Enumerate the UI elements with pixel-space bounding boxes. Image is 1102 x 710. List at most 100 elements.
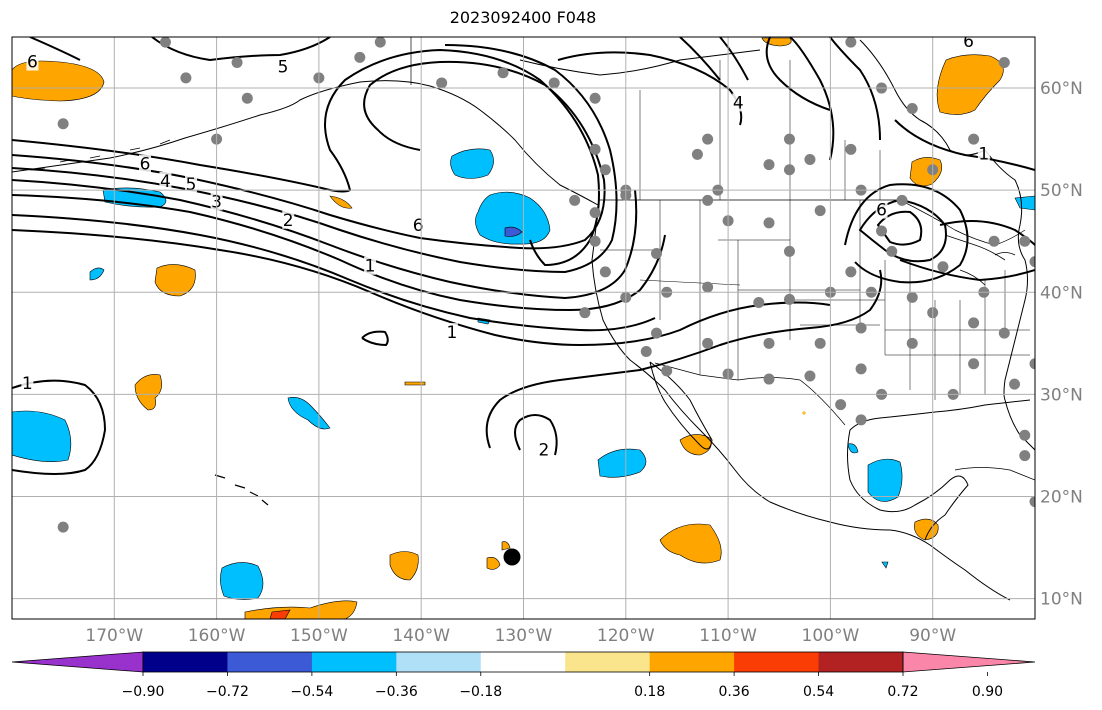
contour-line: [12, 179, 638, 300]
colorbar: [11, 651, 1036, 673]
negative-anomaly-region: [450, 148, 494, 179]
station-dot: [814, 337, 826, 349]
positive-anomaly-region: [154, 264, 196, 297]
longitude-tick-label: 100°W: [802, 626, 860, 646]
contour-label-bg: [21, 374, 34, 393]
station-dot: [835, 399, 847, 411]
station-dot: [763, 217, 775, 229]
colorbar-bin: [396, 652, 482, 672]
colorbar-extend-min: [11, 651, 144, 673]
station-dot: [753, 296, 765, 308]
station-dot: [906, 102, 918, 114]
positive-anomaly-region: [761, 37, 792, 47]
contour-label: 6: [140, 155, 151, 175]
longitude-tick-label: 110°W: [699, 626, 757, 646]
latitude-tick-label: 40°N: [1040, 283, 1083, 303]
contour-line: [679, 37, 721, 81]
longitude-tick-label: 170°W: [85, 626, 143, 646]
station-dot: [814, 205, 826, 217]
contour-line: [514, 414, 558, 456]
colorbar-bin: [143, 652, 228, 672]
negative-anomaly-region: [287, 397, 331, 430]
negative-anomaly-region: [475, 191, 551, 245]
latitude-tick-label: 10°N: [1040, 590, 1083, 610]
map-frame: [11, 36, 1036, 620]
contour-line: [557, 51, 743, 126]
station-dot: [702, 133, 714, 145]
station-dot: [763, 159, 775, 171]
contour-label: 4: [733, 93, 744, 113]
contour-label: 6: [413, 216, 424, 236]
map-title: 2023092400 F048: [449, 8, 597, 27]
station-dot: [783, 133, 795, 145]
state-borders: [600, 200, 1030, 400]
colorbar-outline: [142, 651, 904, 673]
contour-line: [29, 37, 81, 61]
station-dot: [937, 261, 949, 273]
station-dot: [855, 414, 867, 426]
station-dot: [650, 247, 662, 259]
station-dot: [804, 370, 816, 382]
positive-anomaly-region: [12, 60, 105, 102]
east-coast: [984, 149, 1028, 401]
great-lakes: [944, 234, 1016, 286]
alaska-coast: [12, 80, 599, 206]
contour-label-bg: [26, 52, 39, 71]
contour-label: 5: [278, 58, 289, 78]
positive-anomaly-region: [486, 557, 501, 570]
station-dot: [1009, 378, 1021, 390]
station-dot: [845, 37, 857, 48]
positive-anomaly-region: [659, 523, 722, 564]
contour-line: [789, 37, 835, 161]
contour-line: [894, 119, 1035, 171]
negative-anomaly-region: [12, 410, 72, 462]
contour-label: 5: [186, 175, 197, 195]
positive-anomaly-region: [404, 381, 426, 386]
station-dot: [180, 72, 192, 84]
positive-anomaly-region: [936, 54, 1004, 115]
station-dot: [906, 337, 918, 349]
station-dot: [1029, 496, 1035, 508]
longitude-tick-label: 130°W: [495, 626, 553, 646]
contour-label-bg: [364, 256, 377, 275]
observation-stations: [57, 37, 1035, 533]
contour-label: 6: [876, 201, 887, 221]
station-dot: [763, 373, 775, 385]
contour-label-bg: [732, 93, 745, 112]
positive-anomaly-region: [389, 551, 419, 581]
station-dot: [988, 235, 1000, 247]
colorbar-tick-label: −0.72: [206, 684, 249, 700]
station-dot: [998, 57, 1010, 69]
contour-label-bg: [282, 210, 295, 229]
contour-label: 1: [22, 374, 33, 394]
station-dot: [763, 337, 775, 349]
station-dot: [783, 164, 795, 176]
negative-anomaly-region: [881, 561, 889, 569]
station-dot: [569, 194, 581, 206]
contour-label-bg: [445, 323, 458, 342]
station-dot: [855, 363, 867, 375]
contour-label-bg: [185, 175, 198, 194]
contour-line: [12, 379, 107, 475]
positive-anomaly-region: [501, 541, 511, 551]
negative-anomaly-region: [847, 443, 859, 454]
contour-line: [151, 37, 331, 62]
station-dot: [702, 337, 714, 349]
latitude-tick-labels: 10°N 20°N 30°N 40°N 50°N 60°N: [1040, 79, 1083, 610]
gulf-coast: [849, 399, 1031, 431]
contour-label: 1: [978, 144, 989, 164]
longitude-tick-labels: 170°W 160°W 150°W 140°W 130°W 120°W 110°W 100°W…: [85, 626, 956, 646]
station-dot: [702, 281, 714, 293]
station-dot: [579, 307, 591, 319]
station-dot: [783, 245, 795, 257]
negative-anomaly-region: [89, 267, 105, 281]
station-dot: [998, 327, 1010, 339]
contour-line: [939, 220, 1035, 246]
negative-anomaly-region: [220, 562, 264, 600]
longitude-tick-label: 160°W: [188, 626, 246, 646]
positive-anomaly-region: [269, 609, 291, 619]
cuba: [954, 467, 1035, 481]
station-dot: [599, 266, 611, 278]
station-dot: [436, 77, 448, 89]
